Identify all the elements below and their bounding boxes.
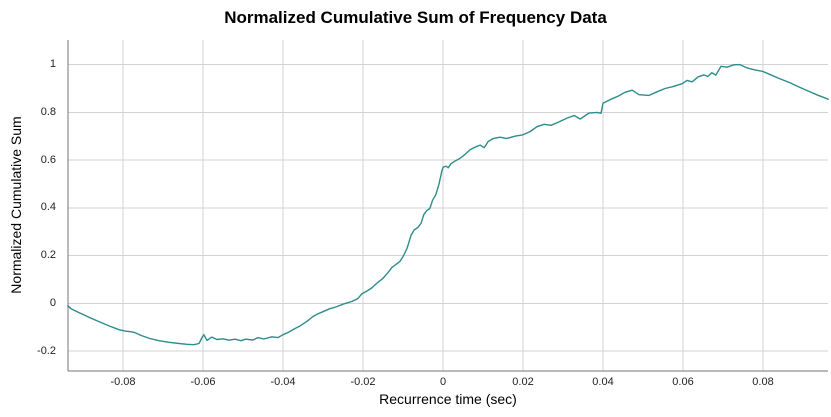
y-tick-label: 0.2 xyxy=(40,249,56,262)
x-tick-label: 0.06 xyxy=(672,376,694,388)
y-tick-label: 0 xyxy=(49,296,56,309)
y-tick-label: -0.2 xyxy=(37,344,56,357)
x-tick-label: -0.08 xyxy=(110,376,136,388)
x-tick-label: 0.02 xyxy=(512,376,534,388)
x-tick-label: 0 xyxy=(439,376,447,388)
y-axis-label: Normalized Cumulative Sum xyxy=(8,116,24,294)
x-axis-label: Recurrence time (sec) xyxy=(379,391,517,407)
data-line xyxy=(67,63,829,346)
y-tick-label: 0.6 xyxy=(40,153,56,166)
y-tick-label: 0.4 xyxy=(40,201,56,214)
x-tick-label: 0.04 xyxy=(592,376,614,388)
y-tick-label: 1 xyxy=(49,58,56,71)
x-tick-label: 0.08 xyxy=(752,376,774,388)
x-tick-label: -0.02 xyxy=(350,376,376,388)
y-tick-label: 0.8 xyxy=(40,105,56,118)
chart-title: Normalized Cumulative Sum of Frequency D… xyxy=(224,8,607,27)
x-tick-label: -0.06 xyxy=(190,376,216,388)
x-tick-label: -0.04 xyxy=(270,376,296,388)
